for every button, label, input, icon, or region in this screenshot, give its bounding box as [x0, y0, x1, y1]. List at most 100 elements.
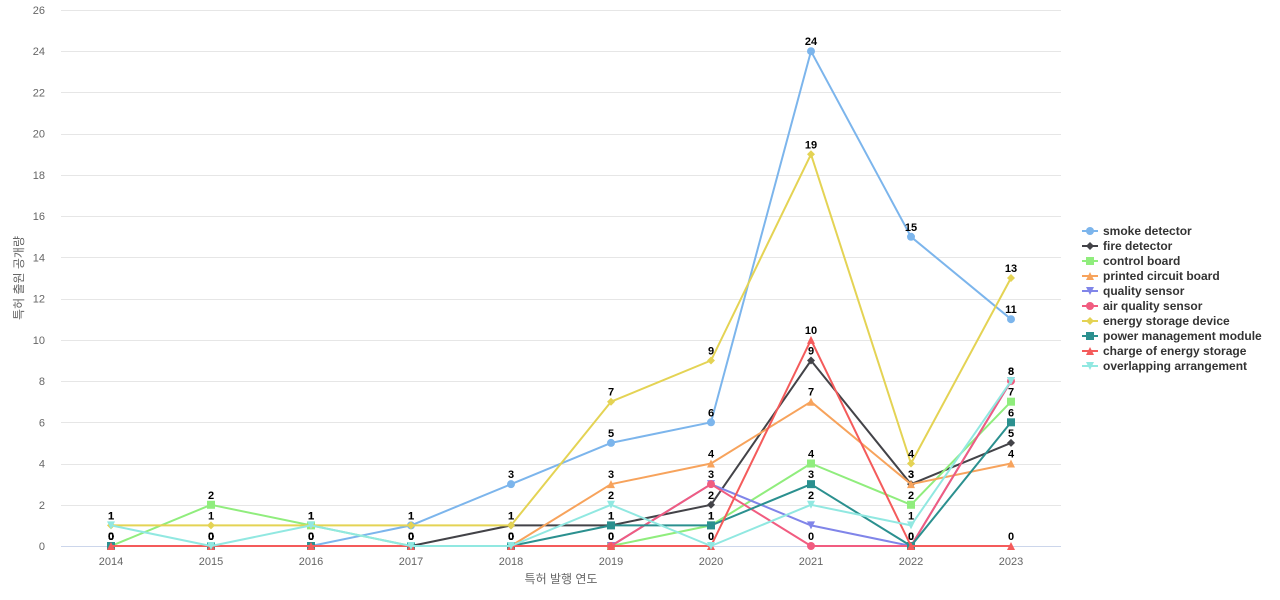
legend-item-energy-storage-device[interactable]: energy storage device	[1082, 314, 1230, 328]
data-point	[1007, 438, 1015, 447]
x-tick-label: 2020	[699, 556, 723, 568]
data-label: 0	[208, 531, 214, 543]
legend-item-control-board[interactable]: control board	[1082, 254, 1180, 268]
data-point	[1007, 459, 1015, 468]
data-point	[507, 542, 515, 550]
data-label: 0	[708, 531, 714, 543]
x-tick-label: 2017	[399, 556, 423, 568]
data-label: 19	[805, 139, 817, 151]
legend-marker	[1086, 287, 1094, 295]
x-tick-label: 2023	[999, 556, 1023, 568]
data-point	[1007, 377, 1015, 386]
legend-item-quality-sensor[interactable]: quality sensor	[1082, 284, 1185, 298]
data-point	[107, 542, 115, 550]
data-label: 1	[708, 510, 714, 522]
data-label: 0	[108, 531, 114, 543]
data-point	[907, 480, 915, 489]
data-point	[807, 356, 815, 365]
data-point	[607, 397, 615, 406]
data-point	[807, 47, 815, 56]
data-point	[207, 542, 215, 550]
legend-item-printed-circuit-board[interactable]: printed circuit board	[1082, 269, 1220, 283]
y-tick-label: 6	[39, 417, 45, 429]
legend-item-overlapping-arrangement[interactable]: overlapping arrangement	[1082, 359, 1247, 373]
data-label: 0	[508, 531, 514, 543]
x-tick-label: 2022	[899, 556, 923, 568]
legend-label: control board	[1103, 254, 1180, 268]
data-label: 1	[408, 510, 414, 522]
series-line	[110, 338, 1012, 547]
data-point	[807, 397, 815, 406]
data-point	[707, 356, 715, 365]
data-label: 0	[308, 531, 314, 543]
data-label: 0	[908, 531, 914, 543]
data-label: 0	[308, 531, 314, 543]
x-axis-title: 특허 발행 연도	[525, 571, 598, 586]
legend-label: air quality sensor	[1103, 299, 1203, 313]
data-label: 0	[408, 531, 414, 543]
data-label: 1	[908, 510, 914, 522]
data-label: 3	[908, 469, 914, 481]
data-label: 0	[208, 531, 214, 543]
data-point	[907, 232, 915, 241]
legend-item-power-management-module[interactable]: power management module	[1082, 329, 1262, 343]
data-point	[907, 542, 915, 550]
y-tick-label: 2	[39, 500, 45, 512]
data-point	[407, 542, 415, 550]
data-label: 0	[408, 531, 414, 543]
legend-marker	[1086, 257, 1094, 265]
legend-marker	[1086, 362, 1094, 370]
data-label: 9	[708, 345, 714, 357]
data-label: 4	[1008, 449, 1015, 461]
data-point	[1007, 397, 1015, 406]
legend-item-smoke-detector[interactable]: smoke detector	[1082, 224, 1192, 238]
data-label: 0	[208, 531, 214, 543]
data-label: 0	[308, 531, 314, 543]
y-tick-label: 16	[33, 211, 45, 223]
x-tick-label: 2019	[599, 556, 623, 568]
data-point	[807, 480, 815, 489]
data-label: 0	[508, 531, 514, 543]
data-label: 0	[308, 531, 314, 543]
legend-label: fire detector	[1103, 239, 1173, 253]
data-label: 0	[508, 531, 514, 543]
data-point	[707, 480, 715, 489]
legend-marker	[1086, 272, 1094, 280]
data-point	[807, 542, 815, 550]
data-point	[507, 480, 515, 489]
data-label: 0	[508, 531, 514, 543]
y-tick-label: 20	[33, 129, 45, 141]
data-label: 2	[608, 490, 614, 502]
legend-label: smoke detector	[1103, 224, 1192, 238]
legend-label: charge of energy storage	[1103, 344, 1247, 358]
data-label: 6	[1008, 407, 1014, 419]
legend-label: energy storage device	[1103, 314, 1230, 328]
data-label: 1	[308, 510, 314, 522]
data-label: 1	[308, 510, 314, 522]
data-point	[807, 150, 815, 159]
legend-item-air-quality-sensor[interactable]: air quality sensor	[1082, 299, 1203, 313]
data-point	[607, 542, 615, 550]
data-point	[707, 542, 715, 550]
y-tick-label: 12	[33, 294, 45, 306]
data-point	[1007, 274, 1015, 282]
x-tick-label: 2014	[99, 556, 123, 568]
x-tick-label: 2015	[199, 556, 223, 568]
data-label: 7	[608, 387, 614, 399]
legend-item-fire-detector[interactable]: fire detector	[1082, 239, 1173, 253]
data-label: 0	[108, 531, 114, 543]
data-point	[607, 438, 615, 447]
data-label: 0	[108, 531, 114, 543]
data-label: 0	[308, 531, 314, 543]
data-label: 3	[508, 469, 514, 481]
y-tick-label: 18	[33, 170, 45, 182]
legend-item-charge-of-energy-storage[interactable]: charge of energy storage	[1082, 344, 1247, 358]
data-point	[607, 500, 615, 509]
data-point	[407, 521, 415, 530]
data-label: 0	[608, 531, 614, 543]
data-label: 4	[908, 449, 915, 461]
data-label: 8	[1008, 366, 1014, 378]
